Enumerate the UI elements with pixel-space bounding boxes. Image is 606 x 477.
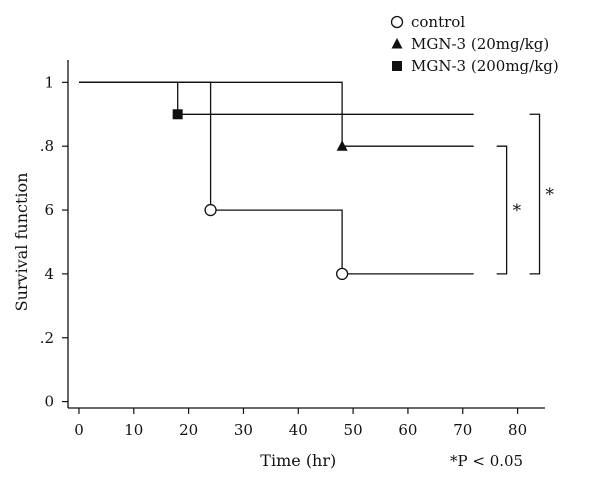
series-mgn-3-200mg-kg (79, 81, 474, 120)
chart-series (79, 81, 474, 281)
x-tick-label: 10 (124, 421, 143, 439)
series-point (335, 267, 349, 281)
x-tick-label: 30 (234, 421, 253, 439)
bracket-line (529, 113, 541, 275)
series-point (336, 140, 348, 151)
legend-marker (392, 61, 402, 71)
x-tick-label: 70 (453, 421, 472, 439)
series-point (172, 109, 183, 120)
x-tick-label: 40 (289, 421, 308, 439)
bracket-1: * (496, 145, 522, 275)
chart-axes: 0.246.810 10 20 30 40 50 60 70 80 (40, 60, 545, 439)
x-tick-label: 80 (508, 421, 527, 439)
series-line (79, 81, 474, 115)
legend-label: MGN-3 (20mg/kg) (411, 35, 549, 53)
y-tick-label: .8 (40, 137, 54, 155)
x-axis-label: Time (hr) (260, 451, 336, 470)
chart-legend: control MGN-3 (20mg/kg) MGN-3 (200mg/kg) (390, 13, 559, 75)
y-tick-label: .2 (40, 329, 54, 347)
legend-marker (390, 15, 404, 29)
bracket-line (496, 145, 508, 275)
y-axis-label: Survival function (12, 173, 31, 312)
x-tick-label: 20 (179, 421, 198, 439)
series-point (204, 203, 217, 217)
x-tick-label: 60 (398, 421, 417, 439)
series-line (79, 81, 474, 275)
significance-brackets: ** (496, 113, 555, 275)
x-tick-label: 0 (74, 421, 84, 439)
bracket-2: * (529, 113, 555, 275)
legend-marker (391, 38, 403, 49)
bracket-star: * (546, 185, 555, 205)
y-tick-label: 1 (44, 73, 54, 91)
x-tick-label: 50 (344, 421, 363, 439)
series-control (79, 81, 474, 281)
y-tick-label: 0 (44, 393, 54, 411)
legend-label: control (411, 13, 465, 31)
y-tick-label: 4 (44, 265, 54, 283)
series-mgn-3-20mg-kg (79, 81, 474, 151)
bracket-star: * (513, 201, 522, 221)
legend-label: MGN-3 (200mg/kg) (411, 57, 559, 75)
significance-note: *P < 0.05 (450, 452, 523, 470)
y-tick-label: 6 (44, 201, 54, 219)
